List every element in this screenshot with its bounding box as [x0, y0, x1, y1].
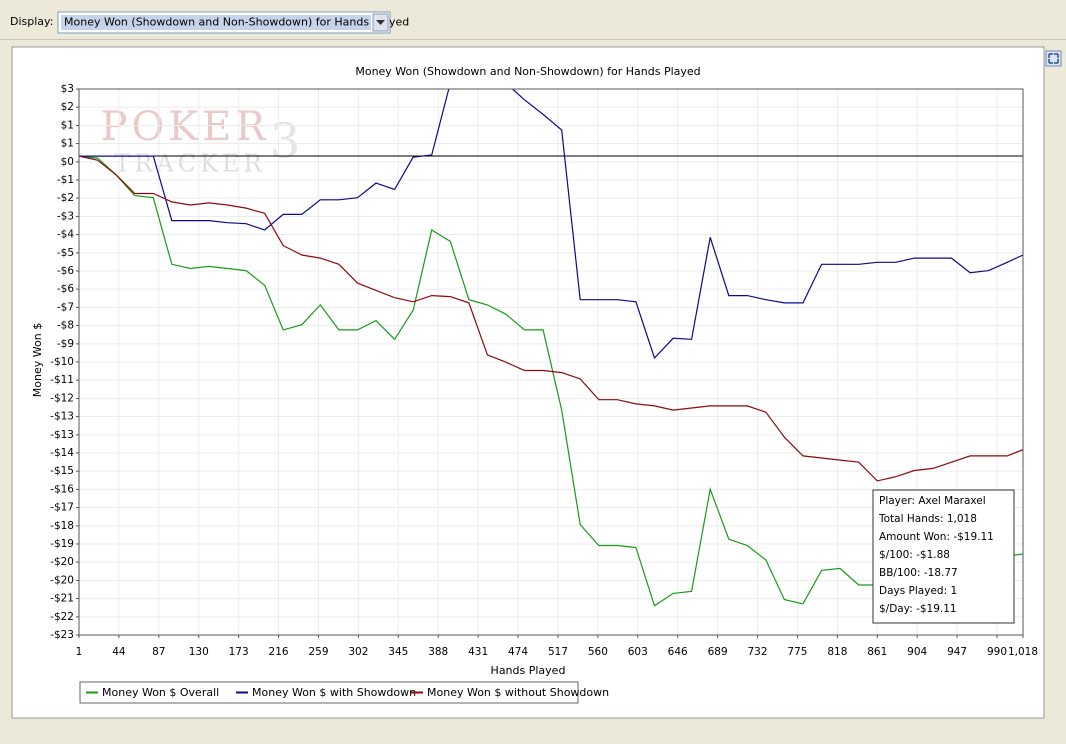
y-tick-label: $1 [61, 119, 74, 131]
display-select[interactable]: Money Won (Showdown and Non-Showdown) fo… [57, 11, 409, 34]
y-tick-label: -$23 [50, 629, 74, 641]
x-tick-label: 560 [588, 646, 608, 658]
stats-line: BB/100: -18.77 [879, 567, 958, 579]
y-tick-label: -$1 [57, 174, 74, 186]
y-tick-label: -$7 [57, 301, 74, 313]
x-tick-label: 431 [468, 646, 488, 658]
x-tick-label: 689 [708, 646, 728, 658]
chart-panel [11, 46, 1045, 719]
x-tick-label: 259 [308, 646, 328, 658]
y-tick-label: -$13 [50, 411, 74, 423]
x-tick-label: 646 [668, 646, 688, 658]
y-tick-label: $1 [61, 138, 74, 150]
legend-label: Money Won $ with Showdown [252, 686, 416, 699]
x-tick-label: 603 [628, 646, 648, 658]
x-tick-label: 1 [76, 646, 83, 658]
stats-line: Amount Won: -$19.11 [879, 531, 994, 543]
x-tick-label: 474 [508, 646, 528, 658]
y-tick-label: -$6 [57, 283, 74, 295]
watermark: 3 [270, 114, 301, 170]
x-tick-label: 87 [152, 646, 165, 658]
y-tick-label: -$6 [57, 265, 74, 277]
stats-line: Total Hands: 1,018 [878, 513, 977, 525]
y-tick-label: -$15 [50, 465, 74, 477]
display-label: Display: [10, 15, 53, 28]
series-line [79, 155, 1023, 607]
y-tick-label: -$3 [57, 210, 74, 222]
y-tick-label: -$10 [50, 356, 74, 368]
x-tick-label: 1,018 [1008, 646, 1038, 658]
x-tick-label: 388 [428, 646, 448, 658]
y-tick-label: -$12 [50, 392, 74, 404]
y-tick-label: -$17 [50, 502, 74, 514]
chart-title: Money Won (Showdown and Non-Showdown) fo… [355, 65, 700, 78]
stats-box [872, 489, 1015, 624]
y-tick-label: -$5 [57, 247, 74, 259]
x-tick-label: 517 [548, 646, 568, 658]
y-tick-label: -$13 [50, 429, 74, 441]
x-tick-label: 947 [947, 646, 967, 658]
x-axis-label: Hands Played [491, 664, 566, 677]
y-tick-label: -$18 [50, 520, 74, 532]
display-value[interactable]: Money Won (Showdown and Non-Showdown) fo… [64, 16, 409, 29]
x-tick-label: 216 [269, 646, 289, 658]
x-tick-label: 904 [907, 646, 927, 658]
y-tick-label: -$9 [57, 338, 74, 350]
stats-line: $/Day: -$19.11 [879, 603, 957, 615]
y-tick-label: $2 [61, 101, 74, 113]
y-tick-label: -$19 [50, 538, 74, 550]
y-tick-label: -$20 [50, 556, 74, 568]
series-line [79, 155, 1023, 482]
y-tick-label: -$14 [50, 447, 74, 459]
watermark: POKER [101, 104, 270, 150]
y-tick-label: -$16 [50, 483, 74, 495]
y-tick-label: $0 [61, 156, 74, 168]
y-tick-label: -$20 [50, 574, 74, 586]
x-tick-label: 990 [987, 646, 1007, 658]
x-tick-label: 44 [112, 646, 126, 658]
x-tick-label: 345 [388, 646, 408, 658]
y-tick-label: -$4 [57, 229, 74, 241]
x-tick-label: 775 [787, 646, 807, 658]
legend-label: Money Won $ Overall [102, 686, 219, 699]
plot-frame [78, 88, 1024, 636]
stats-line: $/100: -$1.88 [879, 549, 950, 561]
watermark: TRACKER [114, 150, 265, 178]
legend-label: Money Won $ without Showdown [427, 686, 609, 699]
y-axis-label: Money Won $ [31, 323, 44, 397]
y-tick-label: -$2 [57, 192, 74, 204]
maximize-icon[interactable] [1045, 50, 1062, 67]
x-tick-label: 818 [827, 646, 847, 658]
legend-box [79, 681, 579, 704]
y-tick-label: -$11 [50, 374, 74, 386]
x-tick-label: 861 [867, 646, 887, 658]
x-tick-label: 302 [348, 646, 368, 658]
x-tick-label: 173 [229, 646, 249, 658]
y-tick-label: -$22 [50, 611, 74, 623]
stats-line: Days Played: 1 [879, 585, 957, 597]
y-tick-label: -$21 [50, 593, 74, 605]
x-tick-label: 130 [189, 646, 209, 658]
y-tick-label: $3 [61, 83, 74, 95]
series-line [79, 89, 1023, 360]
y-tick-label: -$8 [57, 320, 74, 332]
stats-line: Player: Axel Maraxel [879, 495, 986, 507]
x-tick-label: 732 [748, 646, 768, 658]
